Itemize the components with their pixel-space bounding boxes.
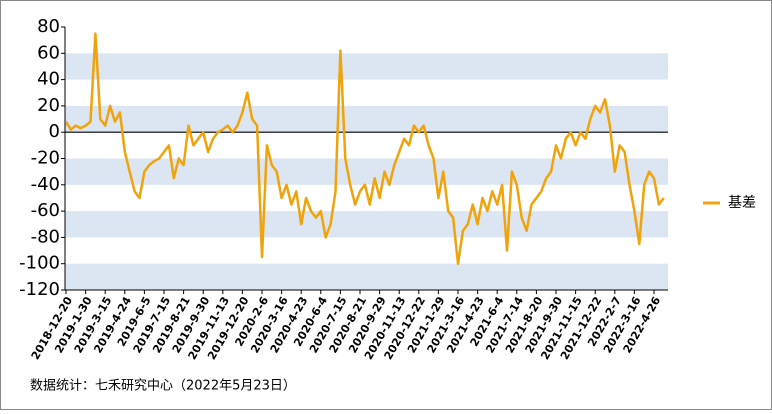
y-tick-label: -100: [19, 253, 60, 274]
y-tick-label: 80: [37, 16, 60, 37]
y-tick-label: -80: [31, 226, 60, 247]
legend-label: 基差: [728, 194, 756, 211]
y-tick-label: -20: [31, 148, 60, 169]
y-tick-label: -60: [31, 200, 60, 221]
y-tick-label: 0: [49, 121, 60, 142]
series-line: [64, 32, 665, 265]
grid-band: [65, 263, 668, 290]
y-tick-label: 40: [37, 69, 60, 90]
y-tick-label: 60: [37, 42, 60, 63]
note: 数据统计：七禾研究中心（2022年5月23日）: [30, 379, 296, 394]
grid-band: [65, 105, 668, 133]
y-tick-label: 20: [37, 95, 60, 116]
grid-band: [65, 53, 668, 80]
grid-band: [65, 158, 668, 185]
y-tick-label: -120: [19, 279, 60, 300]
y-tick-label: -40: [31, 174, 60, 195]
grid-band: [65, 211, 668, 238]
